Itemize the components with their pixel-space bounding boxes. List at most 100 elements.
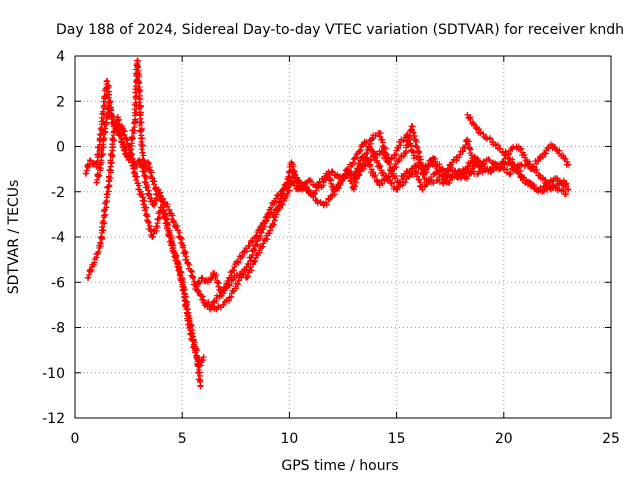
data-point: [559, 152, 566, 159]
data-point: [415, 149, 422, 156]
series-trace-3: [93, 57, 204, 390]
data-point: [278, 201, 285, 208]
data-point: [565, 161, 572, 168]
data-point: [514, 167, 521, 174]
data-point: [418, 165, 425, 172]
data-point: [223, 283, 230, 290]
data-point: [234, 280, 241, 287]
data-point: [87, 157, 94, 164]
y-tick-labels: -12 -10 -8 -6 -4 -2 0 2 4: [42, 49, 65, 427]
data-point: [291, 182, 298, 189]
data-point: [96, 164, 103, 171]
data-point: [376, 133, 383, 140]
y-tick-label: 4: [56, 49, 65, 65]
data-point: [134, 64, 141, 71]
data-point: [405, 141, 412, 148]
data-point: [259, 243, 266, 250]
data-point: [136, 105, 143, 112]
data-point: [350, 159, 357, 166]
data-point: [187, 323, 194, 330]
data-point: [103, 204, 110, 211]
data-point: [402, 178, 409, 185]
y-tick-label: -12: [42, 411, 65, 427]
data-point: [409, 123, 416, 130]
data-point: [243, 248, 250, 255]
axis-ticks: [74, 55, 612, 419]
data-point: [137, 191, 144, 198]
data-point: [109, 144, 116, 151]
data-point: [103, 113, 110, 120]
data-point: [413, 173, 420, 180]
data-point: [260, 240, 267, 247]
data-point: [100, 118, 107, 125]
x-tick-labels: 0 5 10 15 20 25: [71, 431, 620, 447]
data-point: [150, 230, 157, 237]
data-point: [186, 317, 193, 324]
data-point: [456, 167, 463, 174]
data-point: [351, 182, 358, 189]
data-point: [250, 258, 257, 265]
x-tick-label: 10: [280, 431, 298, 447]
data-point: [273, 209, 280, 216]
data-point: [115, 117, 122, 124]
data-point: [290, 170, 297, 177]
data-point: [135, 89, 142, 96]
data-point: [492, 141, 499, 148]
data-point: [285, 184, 292, 191]
data-point: [184, 299, 191, 306]
data-point: [385, 159, 392, 166]
data-point: [116, 132, 123, 139]
data-series: [82, 57, 572, 390]
data-point: [500, 158, 507, 165]
data-point: [181, 290, 188, 297]
data-point: [170, 242, 177, 249]
data-point: [257, 227, 264, 234]
data-point: [127, 150, 134, 157]
y-tick-label: -8: [51, 321, 65, 337]
data-point: [220, 302, 227, 309]
data-point: [397, 142, 404, 149]
data-point: [132, 83, 139, 90]
data-point: [485, 156, 492, 163]
data-point: [100, 150, 107, 157]
data-point: [392, 175, 399, 182]
data-point: [323, 199, 330, 206]
data-point: [379, 149, 386, 156]
data-point: [141, 197, 148, 204]
data-point: [121, 128, 128, 135]
data-point: [352, 168, 359, 175]
data-point: [250, 245, 257, 252]
data-point: [133, 177, 140, 184]
data-point: [228, 272, 235, 279]
data-point: [379, 180, 386, 187]
data-point: [138, 146, 145, 153]
data-point: [413, 138, 420, 145]
data-point: [518, 145, 525, 152]
data-point: [219, 289, 226, 296]
data-point: [215, 283, 222, 290]
data-point: [466, 162, 473, 169]
data-point: [126, 149, 133, 156]
data-point: [159, 204, 166, 211]
data-point: [191, 339, 198, 346]
data-point: [85, 161, 92, 168]
data-point: [175, 265, 182, 272]
data-point: [388, 180, 395, 187]
data-point: [325, 196, 332, 203]
data-point: [241, 249, 248, 256]
data-point: [104, 85, 111, 92]
data-point: [120, 141, 127, 148]
data-point: [149, 234, 156, 241]
data-point: [163, 224, 170, 231]
data-point: [108, 151, 115, 158]
data-point: [556, 147, 563, 154]
data-point: [480, 160, 487, 167]
data-point: [196, 280, 203, 287]
data-point: [521, 151, 528, 158]
data-point: [362, 140, 369, 147]
data-point: [414, 170, 421, 177]
data-point: [87, 157, 94, 164]
data-point: [130, 169, 137, 176]
